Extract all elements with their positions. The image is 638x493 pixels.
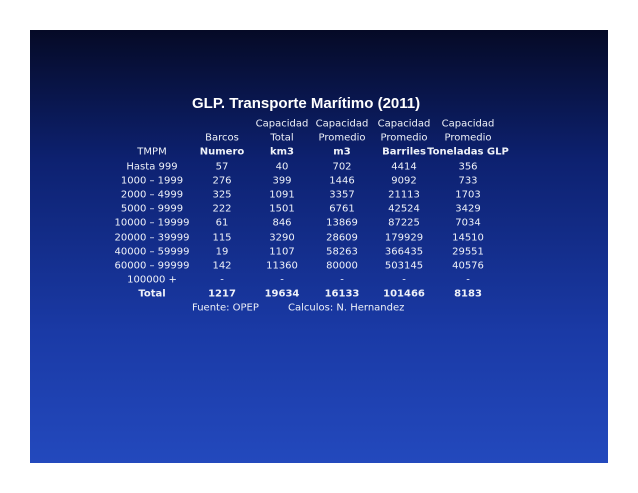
row-label: 100000 + (127, 274, 177, 286)
cell: 13869 (326, 217, 358, 229)
column-header: Capacidad (315, 118, 369, 130)
cell: 1446 (329, 175, 355, 187)
cell: 87225 (388, 217, 420, 229)
cell: 14510 (452, 232, 484, 243)
cell: 503145 (384, 260, 424, 272)
cell: 80000 (326, 260, 358, 272)
column-header: Numero (199, 146, 245, 158)
cell: 702 (332, 161, 352, 173)
column-header: km3 (269, 146, 295, 158)
cell: 40576 (452, 260, 484, 272)
row-label: 1000 – 1999 (120, 175, 184, 187)
column-header: Promedio (380, 132, 428, 144)
total-cell: 8183 (454, 288, 482, 300)
cell: 6761 (329, 203, 355, 215)
footer-credit: Calculos: N. Hernandez (288, 302, 405, 314)
column-header: Capacidad (255, 118, 309, 130)
cell: - (402, 274, 406, 286)
cell: 399 (272, 175, 292, 187)
cell: 42524 (388, 203, 420, 215)
row-label: Hasta 999 (126, 161, 178, 173)
row-label: 20000 – 39999 (114, 232, 190, 243)
column-header: Capacidad (441, 118, 495, 130)
cell: 115 (212, 232, 232, 243)
cell: 3429 (455, 203, 481, 215)
column-header: m3 (333, 146, 351, 158)
cell: 21113 (388, 189, 420, 201)
cell: 3357 (329, 189, 355, 201)
column-header: Barriles (382, 146, 426, 158)
cell: 142 (212, 260, 232, 272)
column-header: Promedio (444, 132, 492, 144)
row-label: 40000 – 59999 (114, 246, 190, 258)
total-cell: 16133 (324, 288, 360, 300)
cell: - (340, 274, 344, 286)
row-label: 10000 – 19999 (114, 217, 190, 229)
total-label: Total (138, 288, 166, 300)
cell: 57 (215, 161, 229, 173)
column-header: Capacidad (377, 118, 431, 130)
cell: 40 (275, 161, 289, 173)
cell: - (220, 274, 224, 286)
cell: 179929 (384, 232, 424, 243)
slide-background (30, 30, 608, 463)
cell: 846 (272, 217, 292, 229)
cell: - (280, 274, 284, 286)
cell: - (466, 274, 470, 286)
cell: 222 (212, 203, 232, 215)
row-label: 2000 – 4999 (120, 189, 184, 201)
total-cell: 1217 (208, 288, 236, 300)
cell: 9092 (391, 175, 417, 187)
cell: 276 (212, 175, 232, 187)
cell: 1703 (455, 189, 481, 201)
cell: 58263 (326, 246, 358, 258)
total-cell: 19634 (264, 288, 300, 300)
cell: 28609 (326, 232, 358, 243)
column-header: Barcos (205, 132, 239, 144)
cell: 29551 (452, 246, 484, 258)
total-cell: 101466 (383, 288, 425, 300)
cell: 4414 (391, 161, 417, 173)
cell: 11360 (266, 260, 298, 272)
cell: 325 (212, 189, 232, 201)
column-header: Total (270, 132, 294, 144)
cell: 61 (215, 217, 229, 229)
column-header: TMPM (137, 146, 167, 158)
cell: 366435 (384, 246, 424, 258)
row-label: 60000 – 99999 (114, 260, 190, 272)
cell: 1501 (269, 203, 295, 215)
cell: 7034 (455, 217, 481, 229)
footer-source: Fuente: OPEP (192, 302, 259, 314)
column-header: Toneladas GLP (427, 146, 509, 158)
column-header: Promedio (318, 132, 366, 144)
cell: 1107 (269, 246, 295, 258)
cell: 19 (215, 246, 229, 258)
cell: 3290 (269, 232, 295, 243)
row-label: 5000 – 9999 (120, 203, 184, 215)
cell: 356 (458, 161, 478, 173)
slide-title: GLP. Transporte Marítimo (2011) (192, 95, 421, 112)
cell: 733 (458, 175, 478, 187)
cell: 1091 (269, 189, 295, 201)
